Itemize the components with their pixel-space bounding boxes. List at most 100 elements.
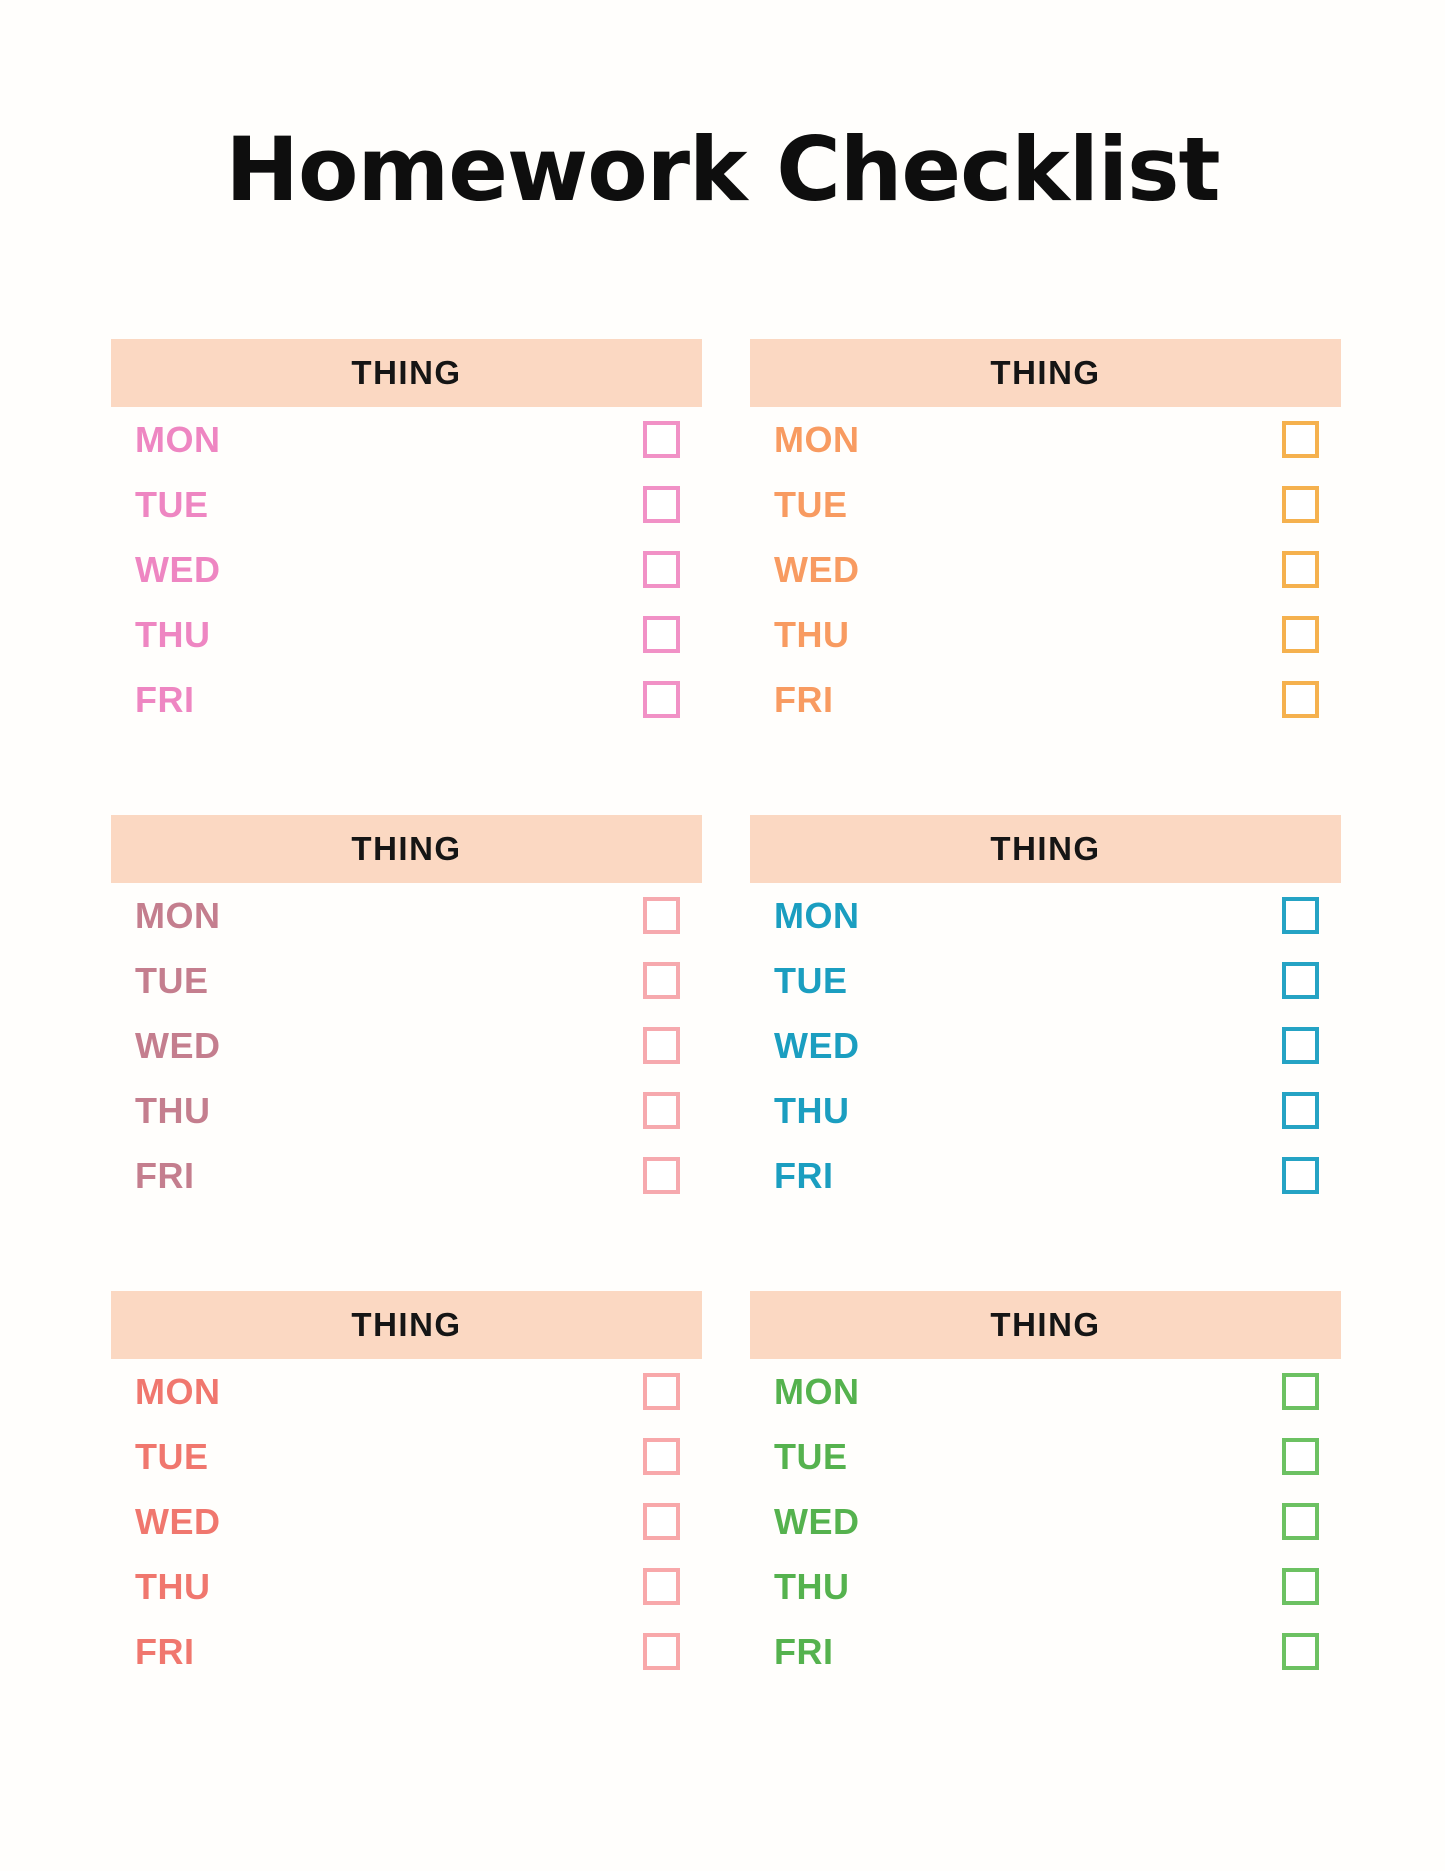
day-row: WED — [750, 1013, 1341, 1078]
day-row: FRI — [750, 667, 1341, 732]
day-row: THU — [750, 1554, 1341, 1619]
day-row: MON — [111, 1359, 702, 1424]
day-row: THU — [111, 1078, 702, 1143]
checklist-card-middle-right: THING MON TUE WED THU FRI — [750, 815, 1341, 1208]
day-row: WED — [750, 537, 1341, 602]
day-label-mon: MON — [135, 418, 221, 460]
day-checkbox-tue[interactable] — [643, 486, 680, 523]
card-header: THING — [750, 339, 1341, 407]
day-checkbox-tue[interactable] — [643, 1438, 680, 1475]
day-checkbox-tue[interactable] — [1282, 1438, 1319, 1475]
day-checkbox-tue[interactable] — [1282, 486, 1319, 523]
card-header: THING — [111, 1291, 702, 1359]
day-checkbox-fri[interactable] — [1282, 681, 1319, 718]
card-header-label: THING — [990, 1306, 1101, 1343]
day-label-wed: WED — [774, 548, 860, 590]
day-label-wed: WED — [135, 1500, 221, 1542]
page-title: Homework Checklist — [225, 118, 1220, 221]
day-checkbox-thu[interactable] — [643, 1092, 680, 1129]
day-label-mon: MON — [774, 1370, 860, 1412]
day-row: THU — [750, 602, 1341, 667]
day-row: THU — [111, 1554, 702, 1619]
day-label-wed: WED — [135, 548, 221, 590]
day-checkbox-tue[interactable] — [643, 962, 680, 999]
card-header: THING — [111, 815, 702, 883]
day-label-fri: FRI — [135, 678, 195, 720]
day-row: FRI — [111, 1143, 702, 1208]
day-label-mon: MON — [774, 894, 860, 936]
day-checkbox-thu[interactable] — [1282, 1568, 1319, 1605]
day-row: THU — [750, 1078, 1341, 1143]
day-label-tue: TUE — [135, 1435, 209, 1477]
checklist-card-bottom-left: THING MON TUE WED THU FRI — [111, 1291, 702, 1684]
day-row: TUE — [750, 1424, 1341, 1489]
day-row: TUE — [111, 948, 702, 1013]
day-row: FRI — [750, 1143, 1341, 1208]
day-row: MON — [111, 883, 702, 948]
day-row: FRI — [111, 667, 702, 732]
day-row: MON — [750, 407, 1341, 472]
day-label-thu: THU — [135, 1089, 211, 1131]
day-checkbox-wed[interactable] — [643, 1503, 680, 1540]
day-label-fri: FRI — [774, 1630, 834, 1672]
day-checkbox-wed[interactable] — [1282, 1027, 1319, 1064]
day-label-tue: TUE — [135, 959, 209, 1001]
day-row: TUE — [111, 1424, 702, 1489]
day-checkbox-tue[interactable] — [1282, 962, 1319, 999]
day-checkbox-fri[interactable] — [1282, 1157, 1319, 1194]
checklist-card-middle-left: THING MON TUE WED THU FRI — [111, 815, 702, 1208]
day-row: THU — [111, 602, 702, 667]
day-checkbox-mon[interactable] — [643, 421, 680, 458]
day-label-wed: WED — [774, 1024, 860, 1066]
day-label-tue: TUE — [774, 483, 848, 525]
day-checkbox-wed[interactable] — [643, 551, 680, 588]
day-label-fri: FRI — [774, 678, 834, 720]
day-label-fri: FRI — [135, 1154, 195, 1196]
day-checkbox-thu[interactable] — [643, 616, 680, 653]
day-label-thu: THU — [774, 1565, 850, 1607]
day-label-mon: MON — [135, 894, 221, 936]
day-row: WED — [111, 1013, 702, 1078]
card-header-label: THING — [351, 1306, 462, 1343]
day-checkbox-mon[interactable] — [1282, 421, 1319, 458]
day-label-mon: MON — [135, 1370, 221, 1412]
day-label-thu: THU — [135, 613, 211, 655]
day-label-thu: THU — [135, 1565, 211, 1607]
day-row: TUE — [750, 948, 1341, 1013]
day-row: WED — [111, 537, 702, 602]
day-checkbox-fri[interactable] — [643, 681, 680, 718]
day-label-tue: TUE — [774, 1435, 848, 1477]
day-checkbox-thu[interactable] — [643, 1568, 680, 1605]
day-checkbox-fri[interactable] — [643, 1157, 680, 1194]
day-row: MON — [750, 1359, 1341, 1424]
day-checkbox-fri[interactable] — [643, 1633, 680, 1670]
day-checkbox-mon[interactable] — [643, 1373, 680, 1410]
day-label-tue: TUE — [135, 483, 209, 525]
day-label-wed: WED — [135, 1024, 221, 1066]
day-checkbox-wed[interactable] — [1282, 551, 1319, 588]
day-checkbox-thu[interactable] — [1282, 1092, 1319, 1129]
card-header-label: THING — [351, 830, 462, 867]
day-label-tue: TUE — [774, 959, 848, 1001]
checklist-card-bottom-right: THING MON TUE WED THU FRI — [750, 1291, 1341, 1684]
day-row: WED — [750, 1489, 1341, 1554]
day-row: TUE — [750, 472, 1341, 537]
day-row: FRI — [750, 1619, 1341, 1684]
day-checkbox-fri[interactable] — [1282, 1633, 1319, 1670]
card-header: THING — [111, 339, 702, 407]
day-checkbox-mon[interactable] — [1282, 1373, 1319, 1410]
day-row: MON — [750, 883, 1341, 948]
day-label-fri: FRI — [774, 1154, 834, 1196]
day-label-mon: MON — [774, 418, 860, 460]
day-checkbox-mon[interactable] — [1282, 897, 1319, 934]
day-row: WED — [111, 1489, 702, 1554]
day-row: FRI — [111, 1619, 702, 1684]
checklist-card-top-right: THING MON TUE WED THU FRI — [750, 339, 1341, 732]
day-checkbox-wed[interactable] — [1282, 1503, 1319, 1540]
day-checkbox-thu[interactable] — [1282, 616, 1319, 653]
day-checkbox-mon[interactable] — [643, 897, 680, 934]
day-label-fri: FRI — [135, 1630, 195, 1672]
card-header: THING — [750, 1291, 1341, 1359]
day-checkbox-wed[interactable] — [643, 1027, 680, 1064]
